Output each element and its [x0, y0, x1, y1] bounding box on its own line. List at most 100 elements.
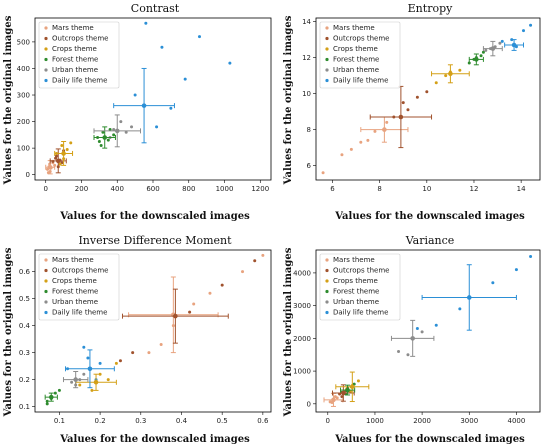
x-tick-label: 200 [75, 185, 88, 193]
data-point-mars-theme [241, 270, 245, 274]
data-point-daily-life-theme [183, 77, 187, 81]
data-point-urban-theme [124, 130, 128, 134]
data-point-mars-theme [46, 167, 50, 171]
mean-point-mars-theme [382, 127, 387, 132]
legend: Mars theme Outcrops theme Crops theme Fores… [319, 21, 401, 89]
x-tick-label: 0.6 [257, 417, 269, 425]
legend-marker [44, 68, 48, 72]
data-point-forest-theme [97, 139, 101, 143]
data-point-crops-theme [65, 147, 69, 151]
data-point-crops-theme [106, 378, 110, 382]
x-tick-label: 0.4 [176, 417, 188, 425]
x-tick-label: 0.5 [217, 417, 228, 425]
data-point-daily-life-theme [160, 45, 164, 49]
data-point-mars-theme [359, 140, 363, 144]
data-point-mars-theme [349, 147, 353, 151]
mean-point-daily-life-theme [466, 295, 472, 300]
data-point-urban-theme [420, 330, 424, 334]
data-point-crops-theme [434, 81, 438, 85]
y-axis-label: Values for the original images [283, 15, 294, 185]
data-point-mars-theme [340, 153, 344, 157]
x-tick-label: 0 [326, 417, 330, 425]
chart-title: Entropy [408, 2, 453, 15]
data-point-mars-theme [46, 171, 50, 175]
mean-point-daily-life-theme [511, 42, 517, 48]
data-point-outcrops-theme [425, 90, 429, 94]
mean-point-outcrops-theme [398, 114, 404, 120]
data-point-daily-life-theme [529, 255, 533, 259]
x-tick-label: 600 [146, 185, 159, 193]
legend-label: Outcrops theme [52, 267, 108, 275]
legend-marker [325, 310, 329, 315]
legend-label: Mars theme [52, 256, 94, 264]
plot-marks [323, 255, 533, 407]
legend-label: Forest theme [52, 56, 98, 64]
data-point-daily-life-theme [458, 307, 462, 311]
legend-marker [325, 258, 329, 262]
y-axis-label: Values for the original images [283, 247, 294, 417]
panel-variance: Variance Values for the downscaled image… [283, 234, 541, 445]
legend-label: Urban theme [52, 298, 98, 306]
data-point-urban-theme [406, 353, 410, 357]
legend-marker [325, 268, 329, 273]
mean-point-daily-life-theme [87, 366, 93, 372]
data-point-daily-life-theme [491, 281, 495, 285]
data-point-daily-life-theme [434, 323, 438, 327]
y-tick-label: 1000 [293, 368, 311, 376]
data-point-daily-life-theme [197, 35, 201, 39]
legend: Mars theme Outcrops theme Crops theme Fores… [38, 21, 120, 89]
data-point-daily-life-theme [500, 39, 504, 43]
mean-point-urban-theme [490, 46, 496, 51]
legend-label: Mars theme [52, 24, 94, 32]
data-point-mars-theme [385, 120, 389, 124]
data-point-outcrops-theme [401, 101, 405, 105]
data-point-mars-theme [208, 291, 212, 295]
mean-point-forest-theme [474, 57, 479, 62]
data-point-crops-theme [98, 372, 102, 376]
data-point-urban-theme [130, 125, 134, 129]
data-point-daily-life-theme [133, 93, 137, 97]
data-point-forest-theme [106, 138, 110, 142]
mean-point-mars-theme [331, 397, 336, 403]
data-point-crops-theme [90, 388, 94, 392]
x-axis-label: Values for the downscaled images [334, 434, 525, 445]
data-point-urban-theme [498, 41, 502, 45]
y-tick-label: 2000 [293, 335, 311, 343]
legend-label: Daily life theme [52, 77, 107, 85]
y-tick-label: 200 [17, 118, 30, 126]
legend-marker [44, 47, 48, 51]
plot-marks [321, 23, 533, 175]
x-tick-label: 6 [330, 185, 335, 193]
panel-contrast: Contrast Values for the downscaled image… [3, 2, 272, 222]
legend-label: Daily life theme [333, 77, 388, 85]
y-tick-label: 14 [302, 18, 311, 26]
legend-marker [44, 36, 48, 41]
mean-point-crops-theme [350, 384, 355, 390]
data-point-forest-theme [53, 391, 57, 395]
data-point-forest-theme [112, 133, 116, 137]
y-tick-label: 8 [307, 126, 311, 134]
data-point-forest-theme [45, 402, 49, 406]
x-tick-label: 0.1 [54, 417, 65, 425]
legend-label: Outcrops theme [333, 35, 389, 43]
legend-label: Crops theme [333, 45, 378, 53]
mean-point-outcrops-theme [341, 390, 346, 396]
legend-marker [325, 47, 329, 51]
legend-label: Forest theme [333, 56, 379, 64]
chart-title: Inverse Difference Moment [78, 234, 232, 247]
mean-point-urban-theme [114, 128, 120, 134]
legend-box [38, 21, 120, 89]
mean-point-outcrops-theme [55, 158, 61, 164]
data-point-outcrops-theme [188, 310, 192, 314]
y-tick-label: 0.6 [19, 268, 31, 276]
data-point-outcrops-theme [131, 351, 135, 355]
x-tick-label: 8 [377, 185, 381, 193]
legend: Mars theme Outcrops theme Crops theme Fores… [38, 253, 120, 321]
y-tick-label: 100 [17, 145, 30, 153]
data-point-mars-theme [321, 171, 325, 175]
legend-marker [325, 78, 329, 83]
y-tick-label: 0.5 [19, 295, 30, 303]
legend: Mars theme Outcrops theme Crops theme Fores… [319, 253, 401, 321]
y-tick-label: 6 [307, 162, 312, 170]
y-tick-label: 0 [26, 171, 30, 179]
